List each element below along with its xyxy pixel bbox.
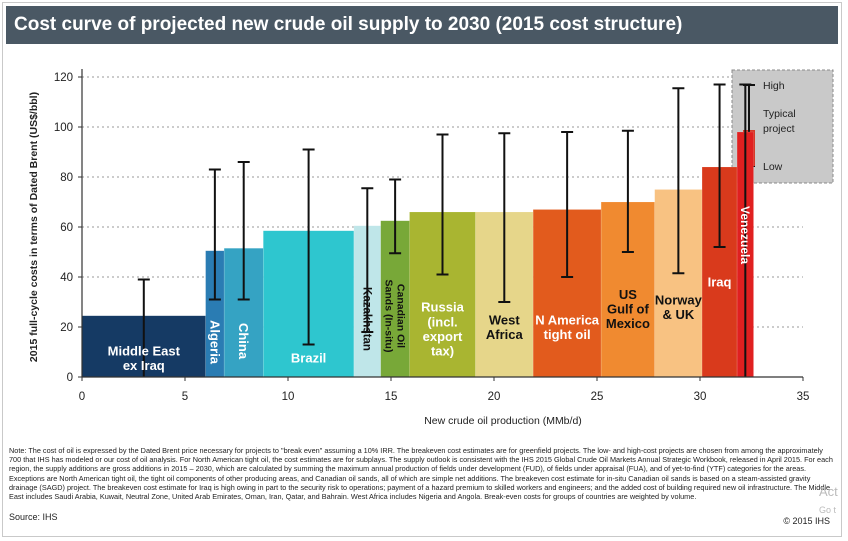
bar-label-1: Algeria bbox=[207, 320, 222, 365]
y-tick-label: 100 bbox=[54, 122, 73, 134]
x-tick-label: 0 bbox=[79, 391, 85, 403]
bar-label-6: Russia (incl. export tax) bbox=[421, 300, 464, 359]
x-tick-label: 5 bbox=[182, 391, 188, 403]
y-tick-label: 120 bbox=[54, 72, 73, 84]
x-tick-label: 35 bbox=[797, 391, 810, 403]
bar-label-5: Canadian OilSands (In-situ) bbox=[383, 280, 407, 353]
chart-source: Source: IHS bbox=[9, 512, 58, 522]
bar-label-2: China bbox=[236, 323, 251, 360]
y-tick-label: 0 bbox=[67, 372, 73, 384]
bar-label-9: US Gulf of Mexico bbox=[606, 287, 650, 331]
x-tick-label: 20 bbox=[488, 391, 501, 403]
bar-label-10: Norway & UK bbox=[655, 292, 703, 322]
bar-label-4: Kazakhstan bbox=[360, 287, 372, 351]
legend-typical-label-2: project bbox=[763, 123, 795, 135]
activate-watermark-line2: Go t bbox=[819, 505, 837, 515]
x-tick-label: 10 bbox=[282, 391, 295, 403]
y-tick-label: 80 bbox=[60, 172, 73, 184]
x-tick-label: 25 bbox=[591, 391, 604, 403]
y-axis-label: 2015 full-cycle costs in terms of Dated … bbox=[28, 92, 40, 362]
activate-watermark-line1: Act bbox=[819, 484, 838, 499]
chart-note: Note: The cost of oil is expressed by th… bbox=[9, 446, 833, 502]
chart-title: Cost curve of projected new crude oil su… bbox=[6, 6, 838, 44]
bar-label-8: N America tight oil bbox=[535, 312, 600, 342]
y-tick-label: 20 bbox=[60, 322, 73, 334]
bar-label-3: Brazil bbox=[291, 351, 326, 366]
x-tick-label: 15 bbox=[385, 391, 398, 403]
x-axis-label: New crude oil production (MMb/d) bbox=[424, 415, 582, 427]
legend-low-label: Low bbox=[763, 161, 783, 173]
y-tick-label: 40 bbox=[60, 272, 73, 284]
y-tick-label: 60 bbox=[60, 222, 73, 234]
legend-high-label: High bbox=[763, 80, 785, 92]
bar-label-12: Venezuela bbox=[738, 206, 752, 264]
legend-typical-label-1: Typical bbox=[763, 108, 796, 120]
chart-copyright: © 2015 IHS bbox=[783, 516, 830, 526]
bar-label-11: Iraq bbox=[708, 275, 732, 290]
x-tick-label: 30 bbox=[694, 391, 707, 403]
bar-label-0: Middle East ex Iraq bbox=[108, 343, 181, 373]
bar-label-7: West Africa bbox=[486, 312, 524, 342]
